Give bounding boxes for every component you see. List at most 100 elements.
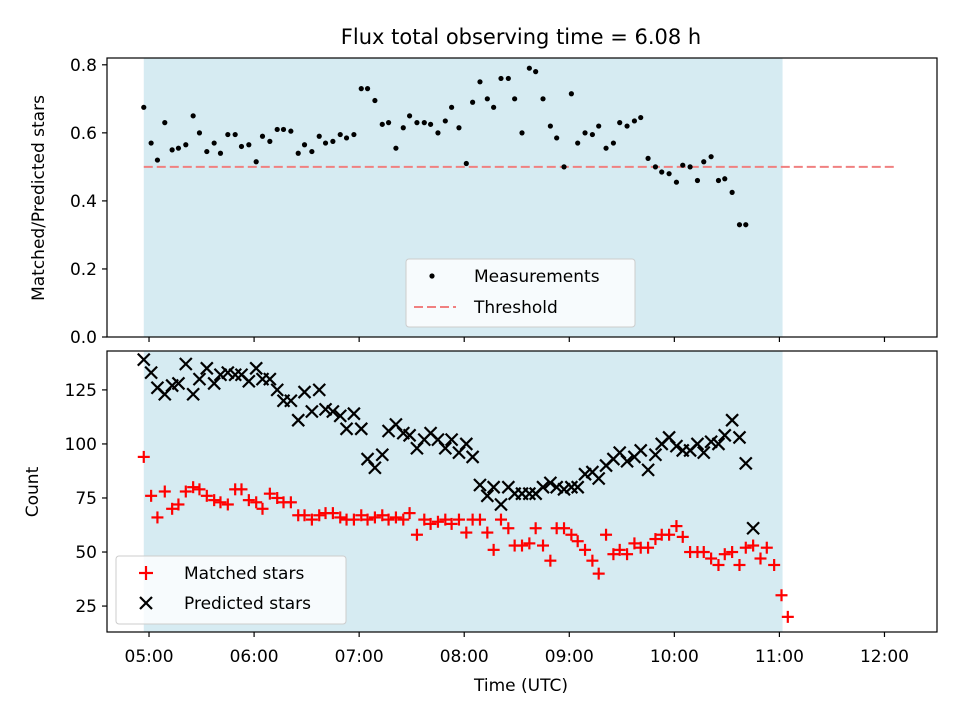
measurement-point [463, 160, 469, 167]
predicted-star-point [339, 422, 354, 436]
predicted-star-point [375, 447, 390, 462]
matched-star-point [460, 526, 473, 539]
measurement-point [385, 120, 392, 126]
predicted-star-point [536, 480, 550, 494]
matched-star-point [271, 491, 284, 504]
predicted-star-point [368, 460, 382, 475]
measurement-point [484, 96, 490, 102]
predicted-star-point [263, 372, 277, 386]
predicted-star-point [746, 521, 760, 536]
matched-star-point [151, 511, 164, 524]
matched-star-point [571, 535, 584, 548]
bottom-axes-frame [106, 350, 938, 633]
predicted-star-point [144, 365, 158, 380]
matched-star-point [558, 522, 571, 535]
predicted-star-point [192, 372, 207, 386]
measurement-point [204, 148, 210, 155]
measurement-point [238, 143, 245, 150]
measurement-point [505, 75, 511, 82]
measurement-point [694, 177, 701, 184]
matched-star-point [389, 511, 402, 524]
matched-star-point [705, 552, 718, 565]
matched-star-point [579, 543, 592, 556]
predicted-star-point [591, 471, 606, 486]
measurement-point [211, 140, 217, 146]
measurement-point [701, 159, 707, 165]
matched-star-point [250, 496, 263, 509]
matched-star-point [649, 533, 662, 546]
bottom-x-axis: 05:00 06:00 07:00 08:00 09:00 10:00 11:00 12:00 [125, 632, 909, 667]
matched-star-point [726, 546, 739, 559]
measurement-point [259, 133, 266, 139]
legend-threshold-label: Threshold [473, 298, 558, 318]
predicted-star-point [333, 409, 348, 423]
top-x-ticks [148, 337, 886, 342]
predicted-star-point [242, 374, 256, 389]
bottom-ytick-label: 100 [65, 435, 97, 455]
matched-star-point [628, 537, 641, 550]
matched-star-point [452, 513, 465, 526]
measurement-point [337, 131, 343, 138]
top-title: Flux total observing time = 6.08 h [341, 25, 701, 49]
bottom-ytick-label: 75 [75, 489, 97, 509]
measurement-point [736, 222, 743, 228]
matched-star-point [431, 515, 444, 528]
predicted-star-point [480, 489, 495, 503]
top-axes-frame [106, 57, 938, 338]
predicted-star-point [291, 413, 305, 427]
bottom-xtick-label: 11:00 [755, 647, 804, 667]
matched-star-point [586, 554, 599, 567]
bottom-xtick-label: 10:00 [650, 647, 699, 667]
matched-star-point [481, 526, 494, 539]
predicted-star-point [486, 480, 501, 494]
measurement-point [280, 126, 287, 133]
measurement-point [316, 133, 322, 139]
predicted-star-point [494, 497, 508, 512]
measurement-point [154, 157, 161, 163]
measurement-point [442, 118, 448, 124]
top-ytick-label: 0.6 [70, 124, 97, 144]
measurement-point [568, 91, 574, 97]
measurement-point [351, 131, 357, 138]
bottom-xtick-label: 06:00 [230, 647, 279, 667]
matched-star-point [158, 485, 171, 498]
predicted-star-point [669, 439, 684, 453]
measurement-point [603, 145, 609, 151]
predicted-star-point [648, 447, 663, 462]
matched-star-point [214, 496, 227, 509]
predicted-star-point [522, 486, 537, 501]
matched-star-point [166, 502, 179, 515]
matched-star-point [172, 498, 185, 511]
matched-star-point [410, 528, 423, 541]
matched-star-point [739, 541, 752, 554]
measurement-point [617, 120, 623, 126]
matched-star-point [305, 513, 318, 526]
bottom-ytick-label: 50 [75, 543, 97, 563]
measurement-point [743, 222, 749, 228]
predicted-star-point [136, 352, 151, 367]
predicted-star-point [711, 437, 726, 451]
matched-star-point [754, 552, 767, 565]
predicted-star-point [207, 376, 221, 391]
matched-star-point [326, 507, 339, 520]
predicted-star-point [473, 478, 487, 492]
predicted-star-point [620, 454, 634, 469]
predicted-star-point [270, 383, 284, 397]
measurement-point [372, 97, 378, 104]
matched-star-point [747, 539, 760, 552]
bottom-xtick-label: 05:00 [125, 647, 174, 667]
predicted-star-point [465, 450, 480, 464]
matched-star-point [263, 487, 276, 500]
legend-measurements-marker [429, 273, 435, 279]
bottom-legend-box [115, 555, 347, 625]
measurement-point [526, 65, 532, 71]
predicted-star-point [438, 441, 453, 456]
matched-star-point [537, 539, 550, 552]
measurement-point [400, 125, 406, 131]
matched-star-point [403, 507, 416, 520]
measurement-point [309, 148, 315, 155]
matched-star-point [221, 498, 234, 511]
matched-star-point [642, 541, 655, 554]
measurement-point [631, 118, 638, 124]
bottom-legend: Matched stars Predicted stars [115, 555, 347, 625]
